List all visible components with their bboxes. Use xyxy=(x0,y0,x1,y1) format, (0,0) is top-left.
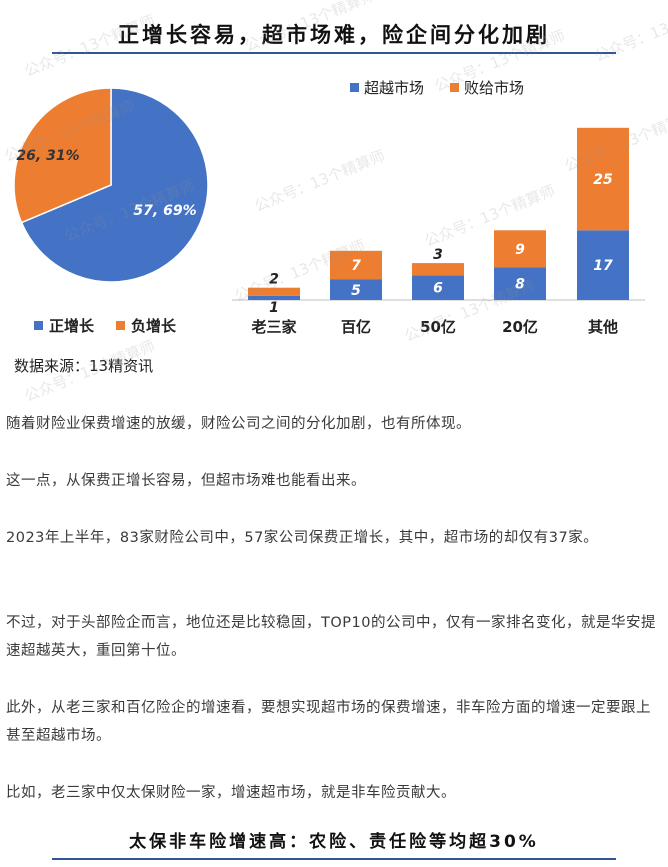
bar-data-label: 2 xyxy=(269,272,279,288)
bar-data-label: 7 xyxy=(351,258,361,274)
pie-slice-1 xyxy=(20,87,209,283)
bar-segment-lose-1 xyxy=(248,287,300,296)
bar-category-label: 老三家 xyxy=(250,318,296,336)
bar-category-label: 50亿 xyxy=(420,318,456,336)
article-paragraph: 2023年上半年，83家财险公司中，57家公司保费正增长，其中，超市场的却仅有3… xyxy=(6,530,599,546)
article-paragraph: 随着财险业保费增速的放缓，财险公司之间的分化加剧，也有所体现。 xyxy=(6,416,471,432)
pie-data-label: 57, 69% xyxy=(133,203,196,219)
bar-data-label: 3 xyxy=(433,247,443,263)
bar-segment-lose-2 xyxy=(330,250,382,280)
bar-segment-lose-3 xyxy=(412,263,464,276)
chart-header-banner: 正增长容易，超市场难，险企间分化加剧 xyxy=(52,18,616,58)
article-paragraph: 不过，对于头部险企而言，地位还是比较稳固，TOP10的公司中，仅有一家排名变化，… xyxy=(6,615,656,659)
header-underline xyxy=(52,52,616,54)
section-header-title: 太保非车险增速高：农险、责任险等均超30% xyxy=(129,832,539,852)
chart-header-title: 正增长容易，超市场难，险企间分化加剧 xyxy=(118,23,550,47)
bar-data-label: 17 xyxy=(593,258,613,274)
pie-legend-label: 正增长 xyxy=(49,317,95,335)
bar-segment-lose-4 xyxy=(494,230,546,268)
pie-slice-2 xyxy=(13,87,112,224)
bar-legend-swatch xyxy=(450,83,459,92)
bar-data-label: 9 xyxy=(515,242,525,258)
bar-segment-beat-4 xyxy=(494,267,546,300)
bar-legend-swatch xyxy=(350,83,359,92)
bar-segment-lose-5 xyxy=(577,127,629,231)
article-paragraph: 这一点，从保费正增长容易，但超市场难也能看出来。 xyxy=(6,473,366,489)
bar-category-label: 百亿 xyxy=(341,318,371,336)
article-paragraph: 此外，从老三家和百亿险企的增速看，要想实现超市场的保费增速，非车险方面的增速一定… xyxy=(6,700,651,744)
bar-data-label: 5 xyxy=(351,283,361,299)
bar-segment-beat-5 xyxy=(577,230,629,300)
section-header-banner: 太保非车险增速高：农险、责任险等均超30% xyxy=(52,826,616,866)
bar-segment-beat-1 xyxy=(248,295,300,300)
bar-data-label: 25 xyxy=(593,172,613,188)
bar-legend-label: 超越市场 xyxy=(364,79,424,97)
pie-data-label: 26, 31% xyxy=(16,148,79,164)
pie-legend-label: 负增长 xyxy=(131,317,177,335)
bar-legend-label: 败给市场 xyxy=(464,79,524,97)
pie-legend-swatch xyxy=(34,321,43,330)
bar-category-label: 其他 xyxy=(588,318,618,336)
article-paragraph: 比如，老三家中仅太保财险一家，增速超市场，就是非车险贡献大。 xyxy=(6,785,456,801)
bar-data-label: 8 xyxy=(515,277,525,293)
section-underline xyxy=(52,858,616,860)
source-note: 数据来源：13精资讯 xyxy=(14,357,153,375)
bar-segment-beat-2 xyxy=(330,279,382,300)
bar-category-label: 20亿 xyxy=(502,318,538,336)
bar-data-label: 6 xyxy=(433,281,443,297)
pie-legend-swatch xyxy=(116,321,125,330)
bar-segment-beat-3 xyxy=(412,275,464,300)
bar-data-label: 1 xyxy=(269,300,279,316)
